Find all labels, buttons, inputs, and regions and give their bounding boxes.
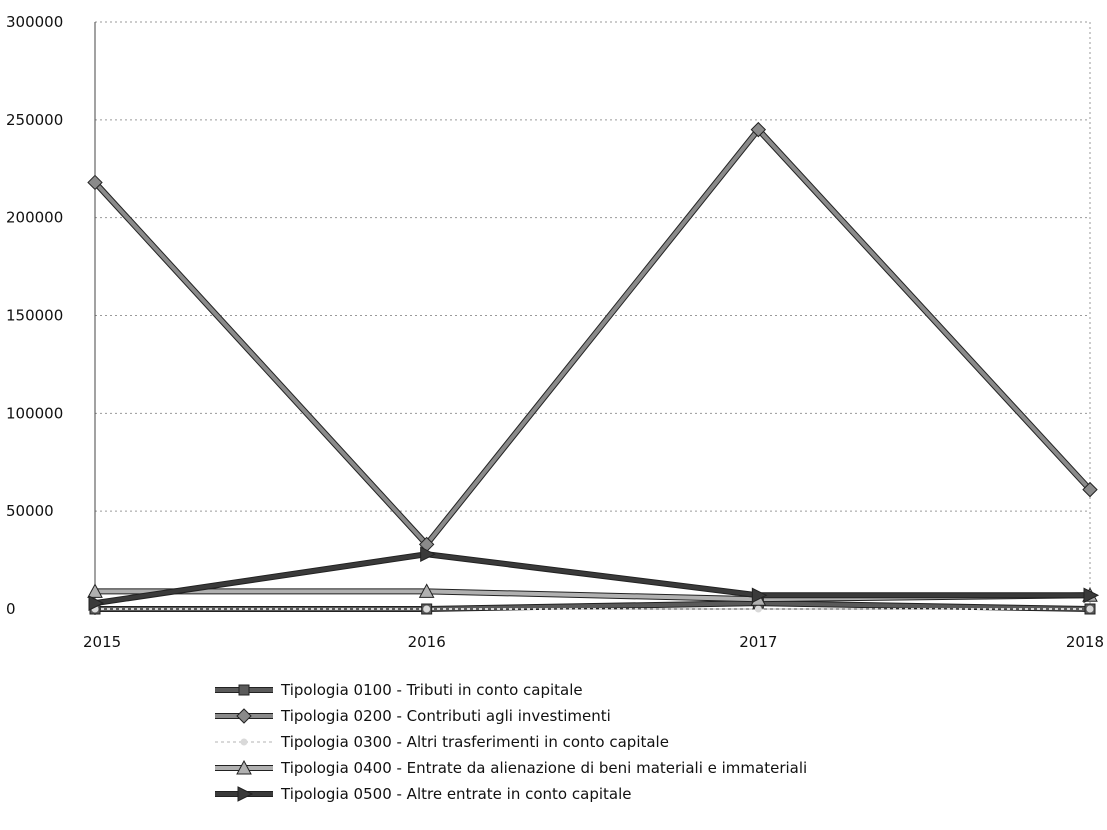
x-tick-label: 2017 xyxy=(739,633,777,651)
y-tick-label: 100000 xyxy=(6,404,63,422)
marker-series-4 xyxy=(418,583,435,598)
y-tick-label: 300000 xyxy=(6,13,63,31)
legend-item: Tipologia 0200 - Contributi agli investi… xyxy=(215,707,611,725)
axes xyxy=(94,22,1090,615)
legend-label: Tipologia 0500 - Altre entrate in conto … xyxy=(280,785,631,803)
marker-legend xyxy=(240,738,248,746)
series-5-line xyxy=(94,552,1090,606)
series-2-line xyxy=(93,127,1092,547)
marker-legend xyxy=(238,684,250,696)
marker-series-2 xyxy=(87,174,103,191)
legend: Tipologia 0100 - Tributi in conto capita… xyxy=(215,681,807,803)
marker-series-3 xyxy=(754,605,762,613)
marker-series-2 xyxy=(1082,481,1098,498)
tick-labels: 0 50000 100000 150000 200000 250000 300000 2015… xyxy=(6,13,1104,651)
marker-series-5 xyxy=(751,587,768,604)
x-tick-label: 2015 xyxy=(83,633,121,651)
marker-legend xyxy=(237,786,254,802)
y-tick-label: 200000 xyxy=(6,209,63,227)
data-markers xyxy=(87,121,1100,615)
marker-series-3 xyxy=(1086,605,1094,613)
legend-label: Tipologia 0400 - Entrate da alienazione … xyxy=(280,759,807,777)
marker-series-4 xyxy=(87,583,103,598)
legend-label: Tipologia 0300 - Altri trasferimenti in … xyxy=(280,733,669,751)
marker-legend xyxy=(236,759,252,775)
y-tick-label: 250000 xyxy=(6,111,63,129)
legend-item: Tipologia 0300 - Altri trasferimenti in … xyxy=(215,733,669,751)
marker-series-2 xyxy=(750,121,767,138)
series-lines xyxy=(92,126,1093,612)
series-1-line xyxy=(95,601,1091,611)
marker-series-5 xyxy=(1083,587,1100,604)
y-tick-label: 150000 xyxy=(6,307,63,325)
grid-lines xyxy=(95,21,1091,609)
x-tick-label: 2018 xyxy=(1066,633,1104,651)
legend-item: Tipologia 0500 - Altre entrate in conto … xyxy=(215,785,631,803)
marker-series-5 xyxy=(420,546,436,563)
legend-item: Tipologia 0400 - Entrate da alienazione … xyxy=(215,759,807,777)
y-tick-label: 50000 xyxy=(6,502,54,520)
marker-series-5 xyxy=(88,595,105,611)
legend-label: Tipologia 0200 - Contributi agli investi… xyxy=(280,707,611,725)
y-tick-label: 0 xyxy=(6,600,16,618)
legend-label: Tipologia 0100 - Tributi in conto capita… xyxy=(280,681,583,699)
marker-legend xyxy=(236,708,252,724)
legend-item: Tipologia 0100 - Tributi in conto capita… xyxy=(215,681,583,699)
x-tick-label: 2016 xyxy=(408,633,446,651)
marker-series-3 xyxy=(423,605,431,613)
